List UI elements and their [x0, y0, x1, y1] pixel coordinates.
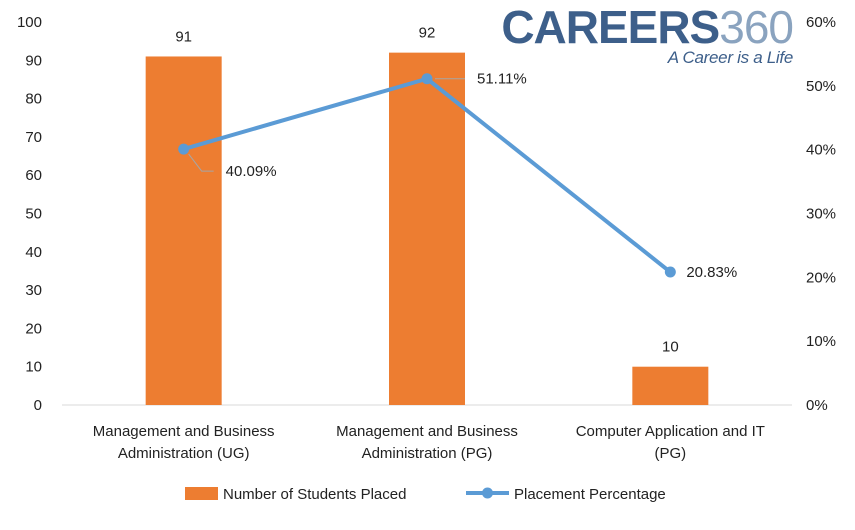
data-label-leader-line — [188, 153, 214, 172]
right-axis-tick-label: 10% — [806, 333, 836, 350]
x-axis-category-label: Management and Business — [336, 423, 518, 440]
logo-text-careers: CAREERS — [501, 1, 720, 53]
left-axis-tick-label: 10 — [25, 359, 42, 376]
bar-data-label: 92 — [419, 25, 436, 42]
logo-tagline: A Career is a Life — [667, 48, 794, 67]
left-axis-tick-label: 70 — [25, 129, 42, 146]
right-axis-tick-label: 50% — [806, 78, 836, 95]
legend-bar-swatch — [185, 487, 218, 500]
left-axis-tick-label: 100 — [17, 14, 42, 31]
right-axis-tick-label: 0% — [806, 397, 828, 414]
legend-line-label: Placement Percentage — [514, 486, 666, 503]
x-axis-category-label: Computer Application and IT — [576, 423, 765, 440]
left-axis-tick-label: 30 — [25, 282, 42, 299]
left-axis-tick-label: 40 — [25, 244, 42, 261]
right-axis-tick-label: 60% — [806, 14, 836, 31]
x-axis-category-label: Administration (UG) — [118, 445, 250, 462]
left-axis-tick-label: 60 — [25, 167, 42, 184]
line-data-label: 20.83% — [686, 264, 737, 281]
left-axis-tick-label: 90 — [25, 52, 42, 69]
bar-students-placed — [145, 56, 222, 405]
line-data-label: 40.09% — [226, 163, 277, 180]
legend-line-marker — [482, 487, 493, 499]
bar-data-label: 10 — [662, 339, 679, 356]
left-axis-tick-label: 0 — [34, 397, 42, 414]
right-axis-tick-label: 40% — [806, 142, 836, 159]
legend-bar-label: Number of Students Placed — [223, 486, 406, 503]
x-axis-category-label: Management and Business — [93, 423, 275, 440]
bar-data-label: 91 — [175, 28, 192, 45]
logo-wordmark: CAREERS360 — [501, 1, 794, 53]
line-point-marker — [178, 143, 190, 155]
bar-students-placed — [389, 52, 465, 405]
left-axis-tick-label: 80 — [25, 91, 42, 108]
line-data-label: 51.11% — [477, 71, 527, 88]
bar-students-placed — [632, 366, 709, 405]
x-axis-category-label: Administration (PG) — [362, 445, 493, 462]
careers360-logo: CAREERS360 A Career is a Life — [501, 1, 794, 68]
left-axis-tick-label: 20 — [25, 320, 42, 337]
line-point-marker — [664, 266, 676, 278]
right-axis-tick-label: 30% — [806, 206, 836, 223]
x-axis-category-label: (PG) — [654, 445, 686, 462]
logo-text-360: 360 — [719, 1, 794, 53]
left-axis-tick-label: 50 — [25, 206, 42, 223]
right-axis-tick-label: 20% — [806, 269, 836, 286]
line-point-marker — [421, 73, 433, 85]
